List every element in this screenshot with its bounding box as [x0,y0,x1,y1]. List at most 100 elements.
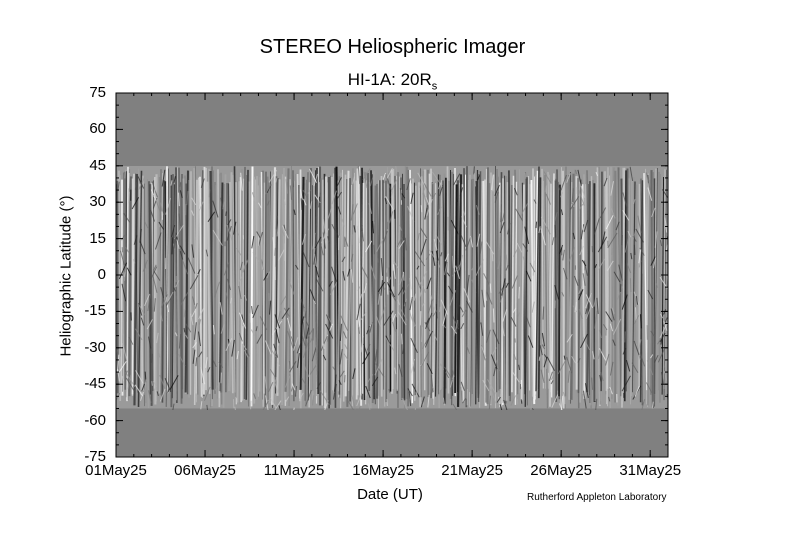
heatmap-texture [198,307,205,320]
heatmap-texture [392,264,396,279]
heatmap-texture [225,291,229,299]
heatmap-texture [600,371,604,382]
heatmap-streak [430,182,434,399]
heatmap-texture [570,196,580,210]
heatmap-texture [283,199,287,206]
heatmap-texture [650,256,656,266]
heatmap-texture [595,171,599,177]
heatmap-texture [161,169,166,187]
heatmap-texture [510,395,517,406]
heatmap-texture [486,329,491,343]
heatmap-streak [502,176,507,403]
heatmap-texture [146,319,153,330]
heatmap-streak [342,174,347,402]
heatmap-texture [421,327,423,343]
heatmap-texture [444,262,448,275]
heatmap-texture [615,221,620,231]
heatmap-texture [535,221,538,229]
heatmap-streak [262,182,266,407]
heatmap-texture [252,304,259,319]
heatmap-texture [226,224,233,241]
heatmap-texture [356,225,360,244]
heatmap-texture [442,397,446,406]
y-tick-label: 30 [89,193,106,211]
heatmap-texture [394,367,397,375]
heatmap-texture [583,219,589,233]
heatmap-streak [524,177,528,407]
heatmap-texture [511,275,518,289]
heatmap-texture [622,210,630,221]
heatmap-texture [635,228,644,243]
heatmap-streak [256,177,261,400]
heatmap-texture [645,172,651,191]
heatmap-texture [305,389,312,407]
heatmap-streak [199,176,203,397]
heatmap-texture [269,300,272,315]
heatmap-streak [443,177,448,404]
heatmap-texture [388,389,391,394]
heatmap-streak [359,175,363,400]
heatmap-texture [198,319,202,325]
heatmap-texture [360,293,363,299]
heatmap-streak [236,181,240,403]
heatmap-streak [529,184,533,397]
heatmap-texture [532,260,535,276]
heatmap-texture [340,217,345,227]
heatmap-streak [490,175,494,405]
heatmap-texture [566,173,571,183]
heatmap-streak [344,170,350,397]
heatmap-texture [275,215,278,230]
heatmap-texture [399,188,403,201]
heatmap-texture [333,374,337,392]
heatmap-streak [148,181,151,395]
heatmap-texture [522,243,529,252]
heatmap-texture [274,314,281,329]
heatmap-texture [490,354,498,370]
y-tick-label: 15 [89,229,106,247]
heatmap-streak [570,173,575,400]
heatmap-texture [322,232,326,249]
heatmap-streak [532,168,535,399]
heatmap-texture [455,196,458,202]
heatmap-texture [543,171,551,183]
heatmap-texture [275,177,278,183]
heatmap-texture [578,279,582,295]
heatmap-texture [314,236,322,249]
heatmap-texture [352,368,356,380]
heatmap-texture [665,244,668,252]
heatmap-texture [159,388,166,402]
heatmap-texture [660,339,663,345]
heatmap-texture [187,257,196,274]
heatmap-texture [295,385,298,397]
heatmap-texture [418,285,424,301]
heatmap-streak [505,182,509,401]
heatmap-texture [159,310,163,322]
heatmap-texture [121,234,126,241]
heatmap-texture [585,308,588,315]
heatmap-texture [225,338,233,352]
x-tick-label: 26May25 [530,462,593,479]
heatmap-texture [453,319,459,337]
heatmap-texture [660,371,664,384]
heatmap-texture [117,369,120,382]
heatmap-texture [341,256,346,263]
heatmap-texture [540,369,545,383]
heatmap-texture [388,289,397,303]
heatmap-texture [654,231,658,248]
heatmap-texture [544,176,548,193]
heatmap-texture [466,300,473,313]
heatmap-texture [327,206,333,221]
heatmap-texture [466,274,470,293]
heatmap-texture [296,339,303,354]
heatmap-texture [203,386,211,401]
heatmap-texture [262,401,269,410]
heatmap-streak [479,181,483,408]
heatmap-texture [655,283,659,288]
heatmap-texture [527,335,534,348]
heatmap-streak [299,176,305,390]
heatmap-texture [250,329,255,336]
heatmap-streak [632,181,636,393]
heatmap-streak [465,166,468,408]
heatmap-texture [240,172,243,191]
